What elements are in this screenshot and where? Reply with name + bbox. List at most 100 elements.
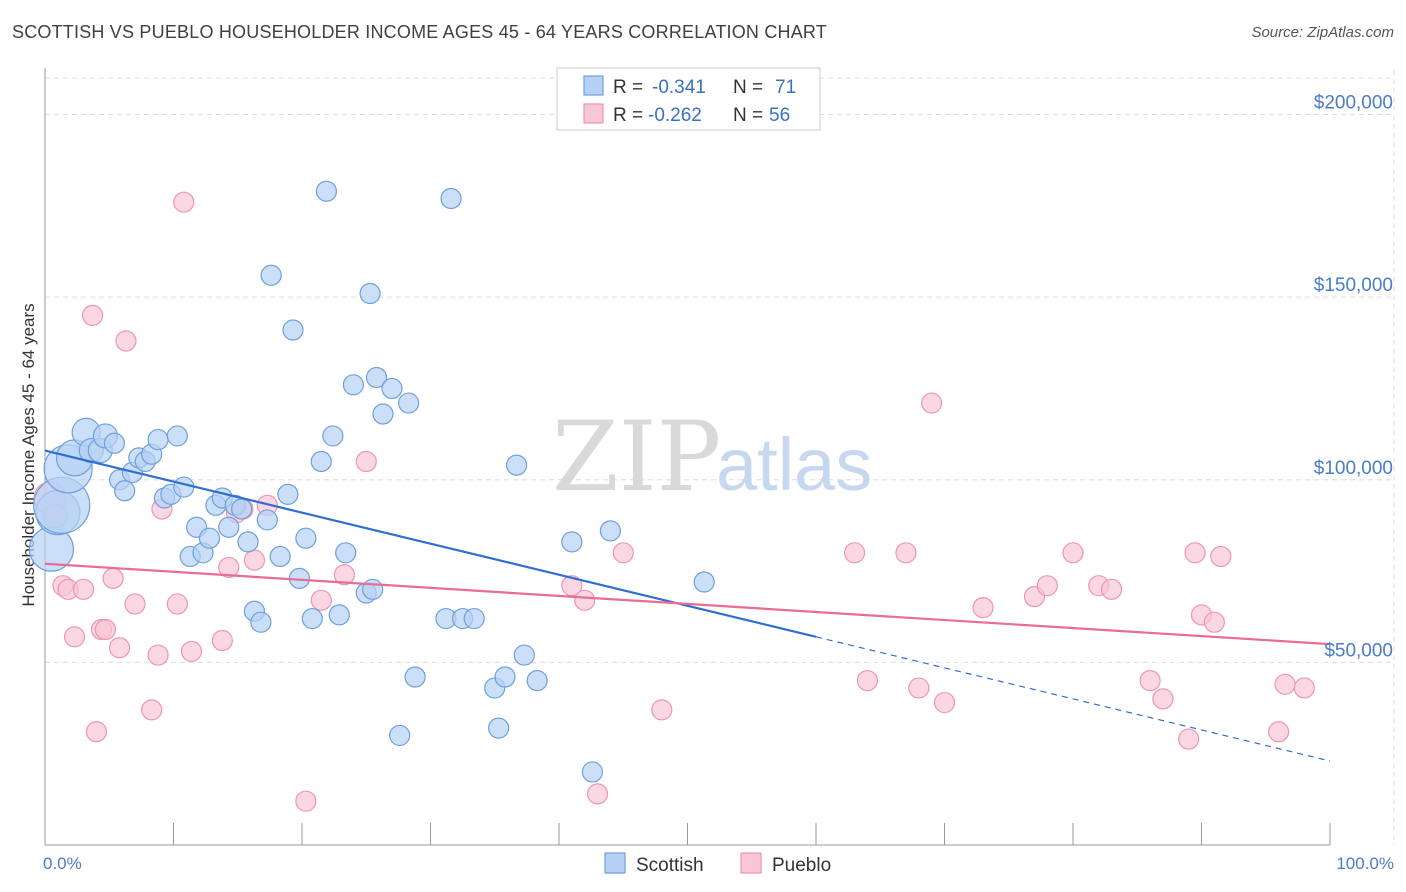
legend-r-value-scottish: -0.341 <box>652 77 706 98</box>
legend-r-value-pueblo: -0.262 <box>648 105 702 126</box>
pueblo-point <box>218 556 240 579</box>
legend-n-label-pueblo: N = <box>733 105 763 126</box>
scottish-point <box>359 282 381 305</box>
scottish-point <box>114 480 136 502</box>
pueblo-point <box>72 578 95 600</box>
scottish-point <box>404 666 426 688</box>
scottish-point <box>526 670 548 692</box>
bottom-legend-label-scottish: Scottish <box>636 855 704 876</box>
scottish-point <box>322 425 344 447</box>
scottish-point <box>362 578 384 600</box>
pueblo-point <box>81 304 104 327</box>
chart-source: Source: ZipAtlas.com <box>1251 24 1394 41</box>
y-tick-label: $150,000 <box>1314 275 1393 296</box>
y-tick-label: $200,000 <box>1314 93 1393 114</box>
x-tick-label-max: 100.0% <box>1336 854 1394 873</box>
scottish-point <box>505 454 528 476</box>
pueblo-point <box>895 542 917 564</box>
scottish-point <box>440 187 462 210</box>
scottish-point <box>494 666 516 688</box>
pueblo-point <box>211 629 233 652</box>
pueblo-point <box>63 626 86 648</box>
scottish-point <box>513 644 535 666</box>
scottish-point <box>260 264 282 286</box>
y-tick-label: $100,000 <box>1314 458 1393 479</box>
pueblo-point <box>1100 578 1123 600</box>
pueblo-point <box>180 640 203 663</box>
pueblo-point <box>843 542 866 564</box>
y-tick-labels: $50,000 $100,000 $150,000 $200,000 <box>1314 93 1393 662</box>
scottish-point <box>256 509 278 531</box>
scottish-point <box>561 531 583 553</box>
series-legend: Scottish Pueblo <box>604 852 831 876</box>
pueblo-point <box>102 567 124 589</box>
scottish-point <box>599 520 622 542</box>
pueblo-point <box>1267 721 1290 743</box>
scottish-point <box>342 374 364 396</box>
scottish-point <box>581 761 604 783</box>
pueblo-point <box>243 549 266 571</box>
pueblo-point <box>355 450 377 473</box>
pueblo-point <box>651 699 673 721</box>
scottish-point <box>173 476 195 498</box>
pueblo-point <box>574 589 596 611</box>
pueblo-point <box>1274 673 1296 695</box>
pueblo-point <box>94 618 116 641</box>
axes-layer <box>44 68 1331 846</box>
pueblo-point <box>933 691 956 714</box>
watermark: ZIP atlas <box>552 401 872 513</box>
scottish-point <box>231 498 253 520</box>
y-axis-label: Householder Income Ages 45 - 64 years <box>19 303 38 606</box>
legend-n-value-pueblo: 56 <box>769 105 790 126</box>
pueblo-point <box>141 699 163 721</box>
trend-lines <box>44 449 1331 762</box>
scottish-point <box>277 483 299 505</box>
grid-layer <box>45 70 1395 845</box>
pueblo-point <box>856 670 879 692</box>
legend-swatch-scottish <box>583 75 604 96</box>
scottish-point <box>310 450 332 473</box>
scottish-point <box>147 428 169 451</box>
pueblo-point <box>1203 611 1225 633</box>
scottish-point <box>693 571 715 593</box>
pueblo-point <box>612 542 634 564</box>
pueblo-point <box>972 596 994 619</box>
pueblo-point <box>108 637 131 659</box>
scottish-point <box>295 527 317 549</box>
pueblo-point <box>85 721 108 743</box>
legend-n-value-scottish: 71 <box>775 77 796 98</box>
scottish-point <box>398 392 420 414</box>
pueblo-point <box>115 330 137 352</box>
pueblo-point <box>908 677 930 699</box>
pueblo-point <box>1178 728 1200 750</box>
correlation-legend: R = -0.341 N = 71 R = -0.262 N = 56 <box>556 67 821 131</box>
scottish-point <box>365 366 388 389</box>
scottish-point <box>488 717 510 739</box>
trend-line-scottish-projection <box>815 636 1331 762</box>
pueblo-point <box>1139 670 1161 692</box>
pueblo-point <box>1036 575 1058 597</box>
legend-r-label-scottish: R = <box>613 77 643 98</box>
pueblo-point <box>124 593 146 615</box>
scottish-point <box>463 607 485 630</box>
bottom-legend-label-pueblo: Pueblo <box>772 855 831 876</box>
scottish-point <box>389 724 411 747</box>
scottish-point <box>372 403 394 425</box>
bottom-legend-swatch-scottish <box>604 852 626 874</box>
legend-n-label-scottish: N = <box>733 77 763 98</box>
pueblo-point <box>147 644 169 666</box>
pueblo-point <box>295 790 317 812</box>
y-tick-label: $50,000 <box>1324 640 1393 661</box>
scottish-point <box>218 516 240 538</box>
pueblo-point <box>1152 688 1174 710</box>
x-tick-label-min: 0.0% <box>43 854 82 873</box>
scottish-point <box>250 611 272 633</box>
scottish-point <box>282 319 304 341</box>
scottish-point <box>315 180 338 202</box>
legend-swatch-pueblo <box>583 103 604 124</box>
pueblo-point <box>921 392 943 414</box>
pueblo-point <box>586 783 609 805</box>
scottish-point <box>103 432 125 454</box>
scottish-point <box>198 527 221 549</box>
